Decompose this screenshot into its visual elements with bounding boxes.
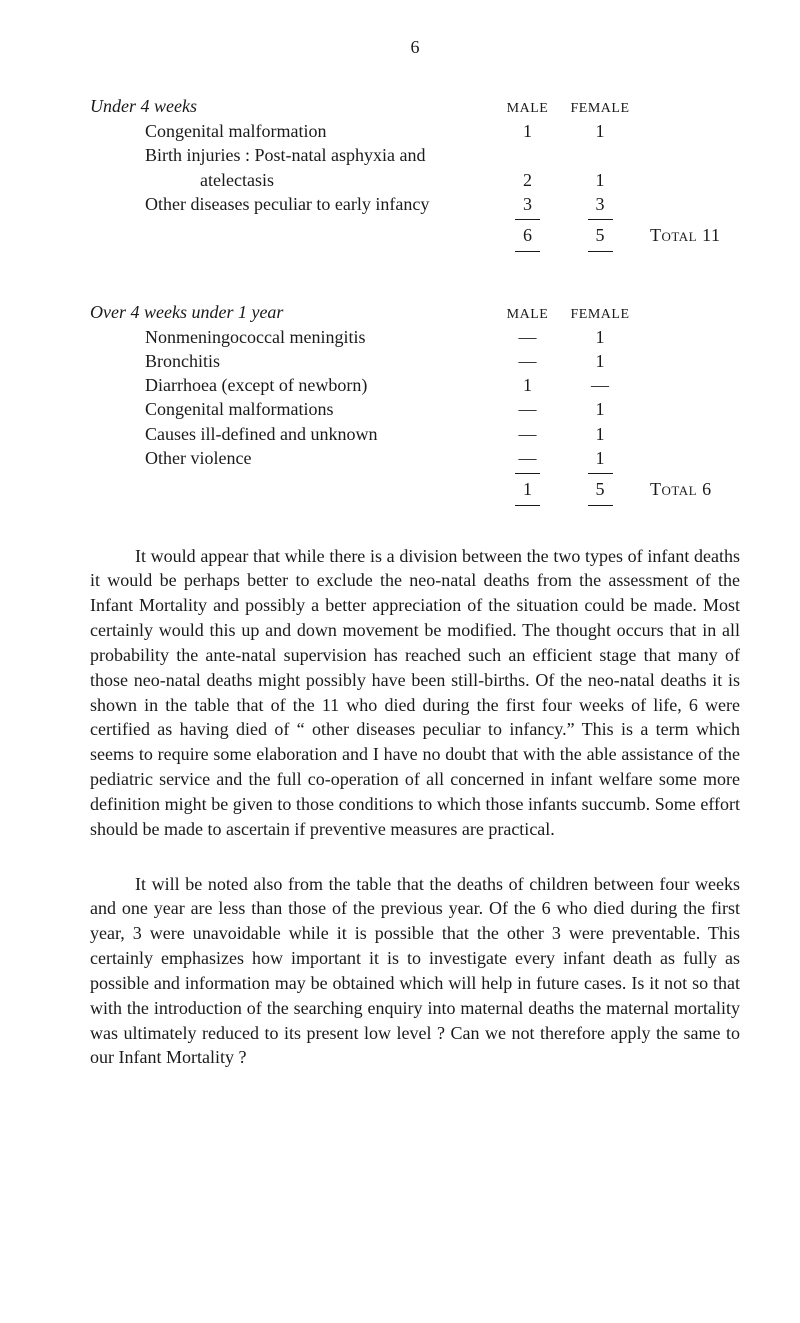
- row-label: Congenital malformations: [90, 397, 495, 421]
- female-val: 1: [560, 325, 640, 349]
- female-val: 1: [560, 422, 640, 446]
- row-label: Nonmeningococcal meningitis: [90, 325, 495, 349]
- female-val: 3: [560, 192, 640, 216]
- female-val: 1: [560, 446, 640, 470]
- male-header: MALE: [495, 306, 560, 325]
- table2-heading: Over 4 weeks under 1 year: [90, 300, 495, 324]
- total-label: Total 6: [640, 477, 740, 501]
- table-over-4-weeks: Over 4 weeks under 1 year MALE FEMALE No…: [90, 300, 740, 509]
- female-header: FEMALE: [560, 306, 640, 325]
- female-val: 1: [560, 349, 640, 373]
- rule-line: [515, 251, 540, 252]
- table-under-4-weeks: Under 4 weeks MALE FEMALE Congenital mal…: [90, 94, 740, 254]
- female-val: 1: [560, 168, 640, 192]
- table1-heading: Under 4 weeks: [90, 94, 495, 118]
- row-label: Causes ill-defined and unknown: [90, 422, 495, 446]
- row-label: Other diseases peculiar to early infancy: [90, 192, 495, 216]
- row-label: Other violence: [90, 446, 495, 470]
- male-val: 3: [495, 192, 560, 216]
- male-val: —: [495, 325, 560, 349]
- male-val: 1: [495, 119, 560, 143]
- total-male: 6: [495, 223, 560, 247]
- male-val: 1: [495, 373, 560, 397]
- total-female: 5: [560, 223, 640, 247]
- rule-line: [515, 219, 540, 220]
- row-label: atelectasis: [90, 168, 495, 192]
- rule-line: [515, 505, 540, 506]
- total-male: 1: [495, 477, 560, 501]
- male-val: —: [495, 397, 560, 421]
- male-val: —: [495, 349, 560, 373]
- total-female: 5: [560, 477, 640, 501]
- female-val: —: [560, 373, 640, 397]
- rule-line: [588, 219, 613, 220]
- row-label: Diarrhoea (except of newborn): [90, 373, 495, 397]
- male-val: —: [495, 422, 560, 446]
- male-val: 2: [495, 168, 560, 192]
- male-val: —: [495, 446, 560, 470]
- row-label: Congenital malformation: [90, 119, 495, 143]
- male-header: MALE: [495, 100, 560, 119]
- female-header: FEMALE: [560, 100, 640, 119]
- paragraph-2: It will be noted also from the table tha…: [90, 872, 740, 1071]
- rule-line: [588, 473, 613, 474]
- female-val: 1: [560, 119, 640, 143]
- total-label: Total 11: [640, 223, 740, 247]
- page-number: 6: [90, 35, 740, 59]
- row-label: Bronchitis: [90, 349, 495, 373]
- female-val: 1: [560, 397, 640, 421]
- row-label: Birth injuries : Post-natal asphyxia and: [90, 143, 495, 167]
- rule-line: [588, 251, 613, 252]
- paragraph-1: It would appear that while there is a di…: [90, 544, 740, 842]
- rule-line: [515, 473, 540, 474]
- rule-line: [588, 505, 613, 506]
